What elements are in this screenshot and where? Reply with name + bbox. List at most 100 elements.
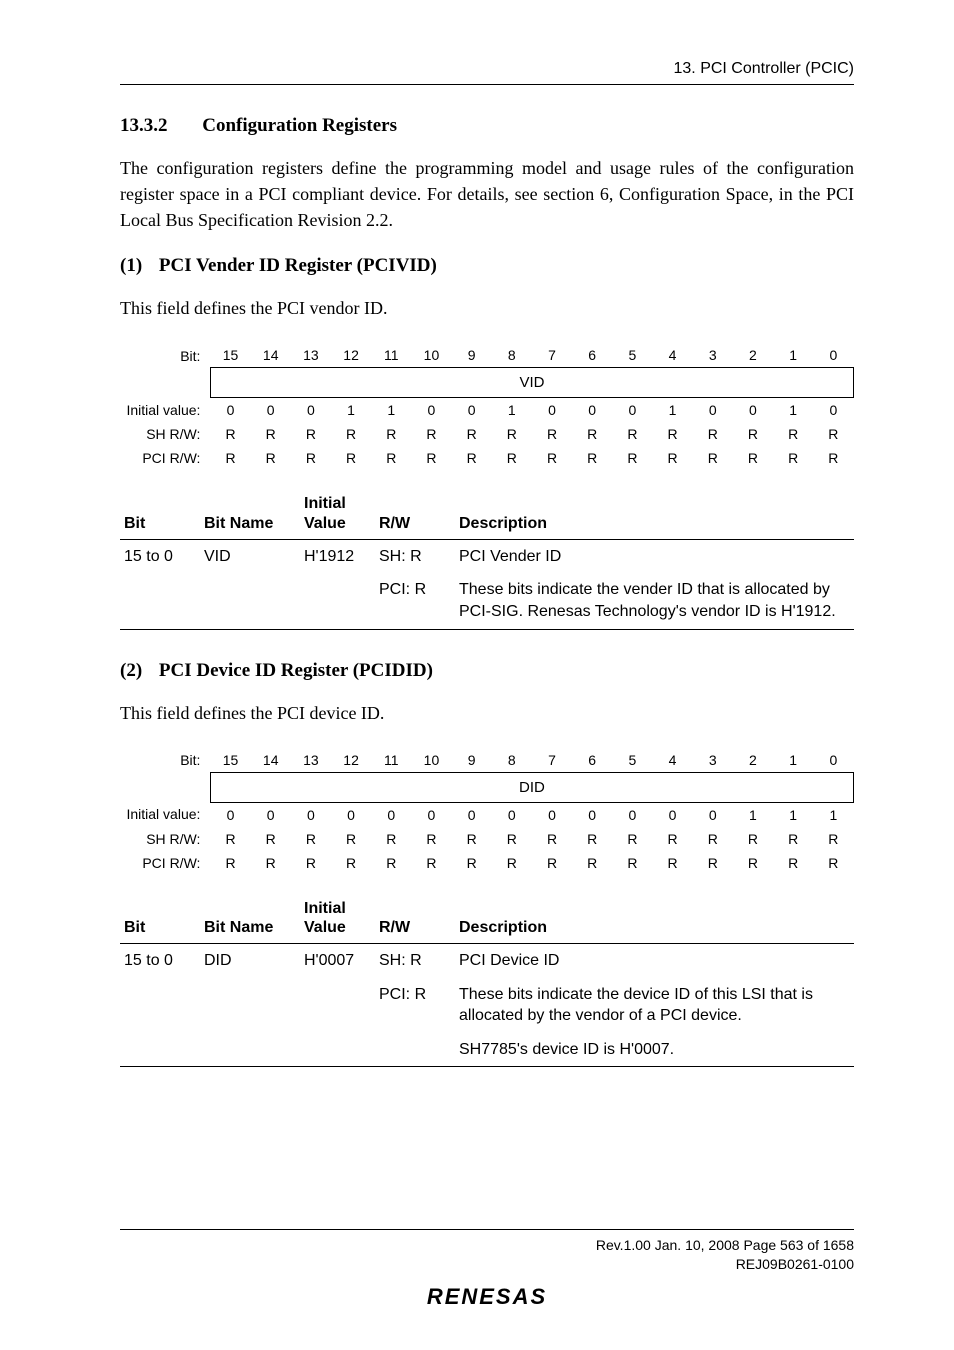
footer-logo: RENESAS bbox=[120, 1284, 854, 1310]
desc-row: 15 to 0 DID H'0007 SH: R PCI Device ID bbox=[120, 944, 854, 978]
bit-number: 11 bbox=[371, 748, 411, 773]
init-value: 0 bbox=[532, 802, 572, 827]
reg1-field-name: VID bbox=[210, 368, 853, 398]
bit-number: 13 bbox=[291, 748, 331, 773]
sh-value: R bbox=[331, 827, 371, 851]
bit-number: 9 bbox=[452, 748, 492, 773]
init-value: 0 bbox=[492, 802, 532, 827]
pci-value: R bbox=[693, 851, 733, 875]
bit-number: 4 bbox=[652, 343, 692, 368]
bit-number: 3 bbox=[693, 343, 733, 368]
pci-value: R bbox=[331, 851, 371, 875]
desc-row: PCI: R These bits indicate the device ID… bbox=[120, 978, 854, 1033]
bit-number: 9 bbox=[452, 343, 492, 368]
sh-value: R bbox=[331, 422, 371, 446]
footer-line1: Rev.1.00 Jan. 10, 2008 Page 563 of 1658 bbox=[120, 1236, 854, 1255]
pci-value: R bbox=[452, 851, 492, 875]
sh-value: R bbox=[291, 827, 331, 851]
sh-value: R bbox=[411, 827, 451, 851]
reg2-bitmap: Bit: 15 14 13 12 11 10 9 8 7 6 5 4 3 2 1… bbox=[120, 748, 854, 875]
desc-header-name: Bit Name bbox=[200, 893, 300, 944]
pci-value: R bbox=[773, 851, 813, 875]
desc-cell: PCI: R bbox=[375, 978, 455, 1033]
reg2-bitnumber-row: Bit: 15 14 13 12 11 10 9 8 7 6 5 4 3 2 1… bbox=[120, 748, 854, 773]
desc-cell: SH7785's device ID is H'0007. bbox=[455, 1033, 854, 1067]
desc-cell: 15 to 0 bbox=[120, 944, 200, 978]
sh-value: R bbox=[693, 422, 733, 446]
desc-cell bbox=[300, 978, 375, 1033]
desc-cell: These bits indicate the device ID of thi… bbox=[455, 978, 854, 1033]
bit-number: 2 bbox=[733, 748, 773, 773]
pci-value: R bbox=[210, 446, 250, 470]
sh-value: R bbox=[733, 422, 773, 446]
pci-value: R bbox=[652, 446, 692, 470]
pci-value: R bbox=[210, 851, 250, 875]
init-value: 0 bbox=[452, 802, 492, 827]
init-value: 0 bbox=[291, 398, 331, 423]
footer-line2: REJ09B0261-0100 bbox=[120, 1255, 854, 1274]
desc-row: 15 to 0 VID H'1912 SH: R PCI Vender ID bbox=[120, 539, 854, 573]
bit-number: 13 bbox=[291, 343, 331, 368]
bit-number: 8 bbox=[492, 748, 532, 773]
bit-number: 15 bbox=[210, 343, 250, 368]
sh-value: R bbox=[532, 422, 572, 446]
init-value: 1 bbox=[331, 398, 371, 423]
desc-cell: PCI Device ID bbox=[455, 944, 854, 978]
desc-row: SH7785's device ID is H'0007. bbox=[120, 1033, 854, 1067]
sh-value: R bbox=[452, 827, 492, 851]
footer-rule bbox=[120, 1229, 854, 1230]
desc-cell: These bits indicate the vender ID that i… bbox=[455, 573, 854, 629]
bit-number: 1 bbox=[773, 343, 813, 368]
pci-value: R bbox=[612, 446, 652, 470]
init-value: 0 bbox=[452, 398, 492, 423]
sh-value: R bbox=[572, 422, 612, 446]
sh-value: R bbox=[291, 422, 331, 446]
reg2-heading-title: PCI Device ID Register (PCIDID) bbox=[159, 660, 433, 681]
page-footer: Rev.1.00 Jan. 10, 2008 Page 563 of 1658 … bbox=[120, 1229, 854, 1310]
header-rule bbox=[120, 84, 854, 85]
section-paragraph: The configuration registers define the p… bbox=[120, 155, 854, 233]
reg2-initvalue-row: Initial value: 0 0 0 0 0 0 0 0 0 0 0 0 0… bbox=[120, 802, 854, 827]
desc-header-rw: R/W bbox=[375, 893, 455, 944]
desc-cell bbox=[200, 978, 300, 1033]
bit-number: 7 bbox=[532, 343, 572, 368]
sh-value: R bbox=[371, 422, 411, 446]
desc-header-value: InitialValue bbox=[300, 488, 375, 539]
bit-number: 5 bbox=[612, 748, 652, 773]
init-value: 0 bbox=[813, 398, 853, 423]
reg2-field-name: DID bbox=[210, 772, 853, 802]
init-value: 0 bbox=[572, 398, 612, 423]
reg1-heading-title: PCI Vender ID Register (PCIVID) bbox=[159, 255, 437, 276]
desc-cell: H'1912 bbox=[300, 539, 375, 573]
reg2-init-label: Initial value: bbox=[120, 802, 210, 827]
init-value: 0 bbox=[411, 398, 451, 423]
pci-value: R bbox=[411, 851, 451, 875]
sh-value: R bbox=[652, 422, 692, 446]
init-value: 0 bbox=[411, 802, 451, 827]
desc-cell bbox=[200, 573, 300, 629]
bit-number: 4 bbox=[652, 748, 692, 773]
init-value: 1 bbox=[652, 398, 692, 423]
desc-cell: H'0007 bbox=[300, 944, 375, 978]
init-value: 0 bbox=[652, 802, 692, 827]
desc-header-rw: R/W bbox=[375, 488, 455, 539]
init-value: 0 bbox=[572, 802, 612, 827]
desc-row: PCI: R These bits indicate the vender ID… bbox=[120, 573, 854, 629]
pci-value: R bbox=[773, 446, 813, 470]
bit-number: 7 bbox=[532, 748, 572, 773]
sh-value: R bbox=[773, 827, 813, 851]
sh-value: R bbox=[492, 422, 532, 446]
pci-value: R bbox=[813, 851, 853, 875]
bit-number: 1 bbox=[773, 748, 813, 773]
desc-cell: PCI Vender ID bbox=[455, 539, 854, 573]
pci-value: R bbox=[572, 446, 612, 470]
empty-cell bbox=[120, 772, 210, 802]
reg2-intro: This field defines the PCI device ID. bbox=[120, 700, 854, 726]
desc-cell bbox=[300, 573, 375, 629]
init-value: 0 bbox=[251, 398, 291, 423]
reg1-pcirw-row: PCI R/W: R R R R R R R R R R R R R R R R bbox=[120, 446, 854, 470]
pci-value: R bbox=[452, 446, 492, 470]
bit-number: 3 bbox=[693, 748, 733, 773]
reg2-bit-label: Bit: bbox=[120, 748, 210, 773]
init-value: 0 bbox=[291, 802, 331, 827]
